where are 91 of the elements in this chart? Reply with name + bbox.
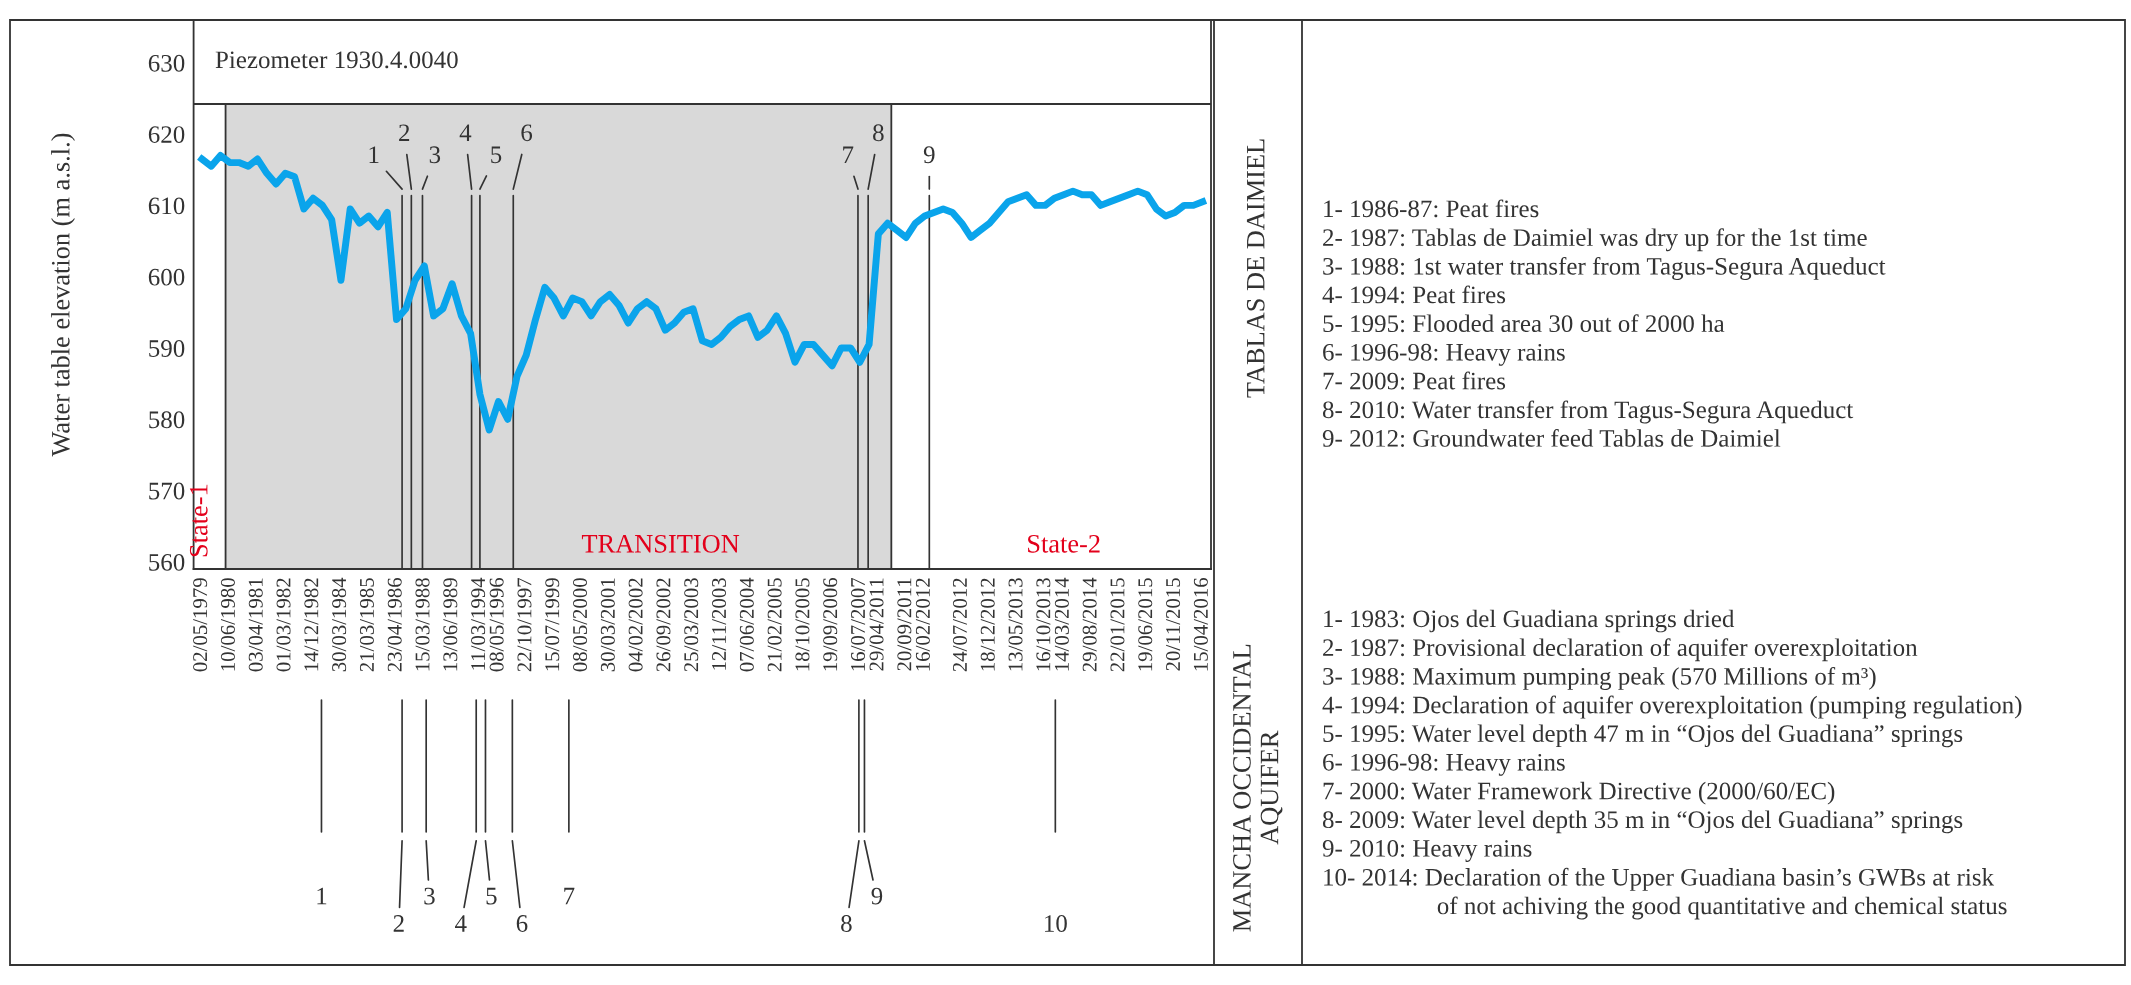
x-tick-label: 08/05/1996 [489,577,504,672]
x-tick-label: 14/12/1982 [304,578,319,671]
text: 8- 2010: Water transfer from Tagus-Segura Aqueduct [1322,400,1854,424]
text: 9 [871,887,883,905]
x-tick-label: 01/03/1982 [276,578,291,672]
annotation: 4 [459,124,472,141]
annotation: 3 [429,146,441,164]
annotation: 9 [923,146,935,164]
x-tick-label: 13/05/2013 [1008,578,1023,671]
text: 6 [516,915,528,932]
x-tick-label: 14/03/2014 [1054,577,1069,671]
x-tick-label: 16/07/2007 [850,577,866,671]
y-tick-label: 620 [148,126,185,143]
x-tick-label: 16/10/2013 [1036,578,1051,671]
x-tick-label: 24/07/2012 [952,578,967,672]
text: 8- 2009: Water level depth 35 m in “Ojos del Guadiana” springs [1322,810,1963,834]
text: 4- 1994: Peat fires [1322,285,1506,304]
x-tick-label: 29/04/2011 [869,578,884,671]
x-tick-label: 30/03/1984 [332,577,347,672]
text: 2- 1987: Provisional declaration of aquifer overexploitation [1323,638,1918,662]
x-tick-label: 30/03/2001 [600,578,615,672]
x-tick-label: 15/07/1999 [545,578,560,671]
x-tick-label: 04/02/2002 [628,578,643,672]
y-tick-label: 630 [148,54,185,72]
text: 9- 2012: Groundwater feed Tablas de Daimiel [1322,429,1781,447]
text: 10- 2014: Declaration of the Upper Guadiana basin’s GWBs at risk of not achiving the good quantitative and chemical status [1324,867,2007,920]
y-tick-label: 610 [148,197,185,215]
annotation: TRANSITION [581,534,740,553]
text: 9- 2010: Heavy rains [1322,839,1532,862]
x-tick-label: 25/03/2003 [684,578,699,672]
x-tick-label: 18/12/2012 [980,578,995,671]
text: 7- 2000: Water Framework Directive (2000/60/EC) [1323,781,1835,805]
y-axis-title: Water table elevation (m a.s.l.) [51,133,75,457]
text: 5 [486,887,497,905]
text: 6- 1996-98: Heavy rains [1323,753,1565,776]
annotation: 5 [491,146,502,164]
text: 4 [455,915,467,932]
y-tick-label: 600 [148,268,185,286]
text: 10 [1045,915,1067,932]
y-tick-label: 590 [149,340,185,357]
x-tick-label: 15/04/2016 [1193,577,1208,671]
x-tick-label: 13/06/1989 [443,578,458,671]
annotation: State-1 [189,484,208,557]
text: 1- 1983: Ojos del Guadiana springs dried [1324,609,1735,633]
x-tick-label: 19/06/2015 [1138,578,1153,671]
annotation: State-2 [1028,534,1100,553]
text: 3 [424,887,435,905]
x-tick-label: 15/03/1988 [415,578,430,671]
annotation: 2 [399,124,410,141]
x-tick-label: 20/11/2015 [1166,578,1181,671]
x-tick-label: 19/09/2006 [823,577,838,671]
annotation: 6 [521,124,533,142]
x-tick-label: 29/08/2014 [1082,577,1097,672]
x-tick-label: 08/05/2000 [573,578,588,672]
text: 5- 1995: Flooded area 30 out of 2000 ha [1323,314,1725,333]
x-tick-label: 26/09/2002 [656,578,671,672]
text: 2 [393,915,404,932]
text: 7- 2009: Peat fires [1323,371,1506,390]
y-tick-label: 570 [149,482,185,500]
x-tick-label: 11/03/1994 [471,577,486,670]
text: 6- 1996-98: Heavy rains [1323,343,1565,366]
text: 4- 1994: Declaration of aquifer overexploitation (pumping regulation) [1322,695,2022,719]
x-tick-label: 18/10/2005 [795,578,810,671]
text: Piezometer 1930.4.0040 [215,51,458,69]
annotation: 1 [369,146,379,163]
y-tick-label: 560 [149,553,185,571]
x-tick-label: 12/11/2003 [711,578,727,670]
x-tick-label: 16/02/2012 [915,578,930,671]
text: 2- 1987: Tablas de Daimiel was dry up for the 1st time [1323,228,1867,252]
x-tick-label: 10/06/1980 [220,578,235,671]
x-tick-label: 21/03/1985 [359,578,374,672]
text: 1 [317,887,327,905]
x-tick-label: 21/02/2005 [767,578,782,672]
x-tick-label: 20/09/2011 [897,578,912,671]
text: 3- 1988: 1st water transfer from Tagus-Segura Aqueduct [1323,256,1886,280]
text: 7 [564,887,575,905]
x-tick-label: 22/01/2015 [1110,578,1125,672]
text: MANCHA OCCIDENTAL AQUIFER [1233,644,1283,932]
text: 5- 1995: Water level depth 47 m in “Ojos del Guadiana” springs [1323,724,1963,748]
text: TABLAS DE DAIMIEL [1246,139,1265,398]
x-tick-label: 23/04/1986 [387,577,402,672]
x-tick-label: 02/05/1979 [193,578,208,672]
annotation: 7 [843,146,854,163]
x-tick-label: 03/04/1981 [248,578,263,672]
x-tick-label: 07/06/2004 [739,577,754,672]
annotation: 8 [873,124,884,142]
x-tick-label: 22/10/1997 [517,577,532,672]
y-tick-label: 580 [149,411,185,429]
text: 3- 1988: Maximum pumping peak (570 Millions of m³) [1323,666,1876,690]
text: 1- 1986-87: Peat fires [1324,199,1539,218]
text: 8 [841,915,852,932]
